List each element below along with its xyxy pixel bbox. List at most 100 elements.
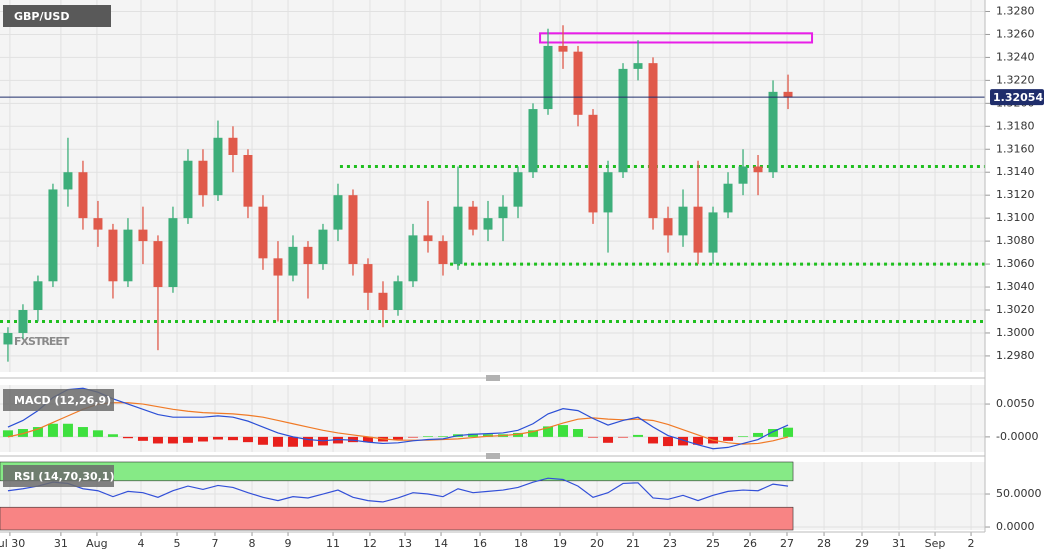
y-tick-label: -0.0000 [996, 430, 1038, 443]
histogram-bar [753, 432, 764, 437]
candle-body [468, 206, 478, 230]
candle-body [348, 195, 358, 265]
last-price-label: 1.32054 [993, 91, 1043, 104]
x-tick-label: 5 [174, 537, 181, 550]
histogram-bar [783, 427, 794, 437]
y-tick-label: 0.0050 [996, 397, 1035, 410]
x-tick-label: 25 [706, 537, 720, 550]
candle-body [513, 172, 523, 207]
candle-body [78, 172, 88, 219]
indicator-title: MACD (12,26,9) [14, 394, 111, 407]
candle-body [213, 137, 223, 196]
histogram-bar [558, 425, 569, 437]
histogram-bar [122, 436, 133, 439]
y-tick-label: 1.3020 [996, 303, 1035, 316]
candle-body [18, 310, 28, 333]
histogram-bar [648, 436, 659, 444]
y-tick-label: 1.3280 [996, 4, 1035, 17]
candle-body [633, 63, 643, 69]
histogram-bar [197, 436, 208, 442]
histogram-bar [467, 433, 478, 437]
candle-body [573, 51, 583, 115]
candle-body [138, 229, 148, 242]
x-tick-label: 14 [434, 537, 448, 550]
histogram-bar [678, 436, 689, 446]
histogram-bar [407, 436, 418, 438]
histogram-bar [227, 436, 238, 441]
macd-line [7, 387, 789, 450]
x-tick-label: 13 [398, 537, 412, 550]
candle-body [318, 229, 328, 265]
histogram-bar [92, 430, 103, 437]
candle-body [708, 212, 718, 253]
candle-body [33, 281, 43, 310]
x-tick-label: 18 [514, 537, 528, 550]
candle-body [678, 206, 688, 236]
candle-body [588, 114, 598, 213]
histogram-bar [603, 436, 614, 443]
y-tick-label: 1.3160 [996, 142, 1035, 155]
y-tick-label: 1.3180 [996, 119, 1035, 132]
candle-body [288, 246, 298, 276]
candle-body [48, 189, 58, 282]
x-tick-label: Sep [925, 537, 946, 550]
pane-background [0, 385, 985, 452]
candle-body [618, 68, 628, 173]
x-tick-label: Jul 30 [0, 537, 25, 550]
y-tick-label: 1.3060 [996, 257, 1035, 270]
y-tick-label: 1.3040 [996, 280, 1035, 293]
histogram-bar [272, 436, 283, 447]
histogram-bar [152, 436, 163, 444]
x-tick-label: 19 [553, 537, 567, 550]
candle-body [438, 241, 448, 265]
histogram-bar [437, 436, 448, 437]
histogram-bar [738, 436, 749, 437]
histogram-bar [77, 427, 88, 437]
overbought-band [0, 461, 794, 482]
indicator-title: RSI (14,70,30,1) [14, 470, 114, 483]
candle-body [153, 241, 163, 288]
y-tick-label: 1.3080 [996, 234, 1035, 247]
y-tick-label: 1.3220 [996, 73, 1035, 86]
x-tick-label: 8 [249, 537, 256, 550]
candle-body [63, 172, 73, 190]
candle-body [258, 206, 268, 259]
candle-body [93, 218, 103, 230]
watermark: FXSTREET [14, 335, 70, 348]
x-tick-label: 31 [892, 537, 906, 550]
x-tick-label: Aug [86, 537, 107, 550]
y-tick-label: 50.0000 [996, 487, 1042, 500]
signal-line [7, 402, 789, 445]
histogram-bar [482, 434, 493, 437]
candle-body [768, 91, 778, 173]
histogram-bar [528, 430, 539, 437]
histogram-bar [633, 434, 644, 437]
histogram-bar [573, 429, 584, 437]
candle-body [393, 281, 403, 310]
candle-body [543, 45, 553, 110]
candle-body [783, 91, 793, 98]
candle-body [663, 218, 673, 236]
x-tick-label: 29 [855, 537, 869, 550]
candle-body [483, 218, 493, 230]
x-tick-label: 26 [743, 537, 757, 550]
candle-body [408, 235, 418, 282]
histogram-bar [362, 436, 373, 443]
x-tick-label: 4 [138, 537, 145, 550]
indicator-title-box [3, 465, 114, 487]
histogram-bar [768, 429, 779, 437]
y-tick-label: 0.0000 [996, 520, 1035, 533]
candle-body [273, 258, 283, 276]
histogram-bar [32, 427, 43, 437]
candle-body [528, 109, 538, 173]
candle-body [123, 229, 133, 282]
y-tick-label: 1.3000 [996, 326, 1035, 339]
histogram-bar [663, 436, 674, 447]
x-tick-label: 28 [817, 537, 831, 550]
histogram-bar [167, 436, 178, 444]
x-tick-label: 23 [663, 537, 677, 550]
histogram-bar [287, 436, 298, 447]
x-tick-label: 12 [363, 537, 377, 550]
last-price-box [990, 89, 1044, 106]
